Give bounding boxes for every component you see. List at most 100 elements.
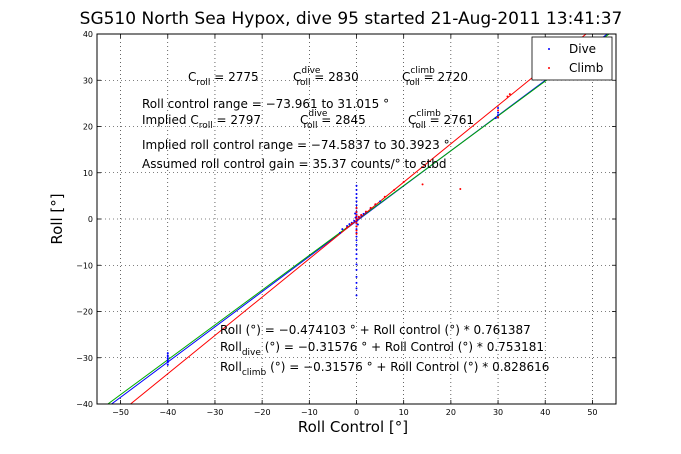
annotation-fit-dive: Rolldive (°) = −0.31576 ° + Roll Control… bbox=[220, 340, 544, 358]
x-tick-label: 10 bbox=[399, 408, 409, 417]
data-point bbox=[355, 229, 358, 232]
data-point bbox=[354, 212, 357, 215]
data-point bbox=[346, 224, 349, 227]
annotation-fit-all: Roll (°) = −0.474103 ° + Roll control (°… bbox=[220, 323, 531, 337]
data-point bbox=[355, 248, 358, 251]
data-point bbox=[402, 181, 405, 183]
data-point bbox=[338, 231, 341, 234]
data-point bbox=[166, 357, 169, 360]
chart-title: SG510 North Sea Hypox, dive 95 started 2… bbox=[80, 9, 623, 29]
y-tick-label: 20 bbox=[83, 123, 93, 132]
data-point bbox=[355, 235, 358, 238]
annotation-implied-croll-climb: Cclimb roll = 2761 bbox=[408, 109, 474, 131]
data-point bbox=[497, 113, 500, 116]
data-point bbox=[166, 354, 169, 357]
data-point bbox=[355, 222, 358, 225]
y-axis-label: Roll [°] bbox=[48, 193, 66, 244]
y-tick-label: −20 bbox=[76, 308, 93, 317]
data-point bbox=[355, 257, 358, 260]
data-point bbox=[497, 109, 500, 112]
data-point bbox=[355, 184, 358, 187]
legend-marker-climb bbox=[548, 67, 550, 69]
data-point bbox=[357, 215, 360, 218]
data-point bbox=[166, 352, 169, 355]
y-tick-label: 0 bbox=[88, 215, 93, 224]
data-point bbox=[355, 219, 358, 222]
x-tick-label: 50 bbox=[587, 408, 597, 417]
y-axis-ticks: −40 −30 −20 −10 0 10 20 30 40 bbox=[76, 30, 616, 409]
data-point bbox=[393, 188, 396, 191]
x-axis-ticks: −50 −40 −30 −20 −10 0 10 20 30 40 50 bbox=[112, 34, 598, 417]
data-point bbox=[360, 213, 363, 216]
data-point bbox=[355, 294, 358, 297]
data-point bbox=[355, 287, 358, 290]
annotation-croll-dive: Cdive roll = 2830 bbox=[293, 66, 359, 88]
data-point bbox=[421, 183, 424, 186]
data-point bbox=[355, 228, 358, 231]
legend-label-dive: Dive bbox=[569, 42, 596, 56]
data-point bbox=[355, 225, 358, 228]
data-point bbox=[355, 193, 358, 196]
data-point bbox=[166, 355, 169, 358]
data-point bbox=[355, 214, 358, 217]
data-point bbox=[355, 211, 358, 214]
data-point bbox=[379, 200, 382, 203]
y-tick-label: 30 bbox=[83, 76, 93, 85]
data-point bbox=[353, 219, 356, 222]
x-tick-label: 30 bbox=[493, 408, 503, 417]
data-point bbox=[355, 281, 358, 284]
data-point bbox=[355, 263, 358, 266]
annotation-fit-climb: Rollclimb (°) = −0.31576 ° + Roll Contro… bbox=[220, 360, 549, 378]
data-point bbox=[355, 232, 358, 235]
y-tick-label: 10 bbox=[83, 169, 93, 178]
x-tick-label: −20 bbox=[254, 408, 271, 417]
y-tick-label: −10 bbox=[76, 261, 93, 270]
x-tick-label: 20 bbox=[446, 408, 456, 417]
annotations: Croll = 2775 Cdive roll = 2830 Cclimb roll… bbox=[142, 66, 549, 378]
data-point bbox=[166, 363, 169, 366]
data-point bbox=[508, 93, 511, 96]
data-point bbox=[348, 223, 351, 226]
data-point bbox=[506, 95, 509, 98]
data-point bbox=[369, 206, 372, 209]
x-tick-label: −30 bbox=[207, 408, 224, 417]
y-tick-label: 40 bbox=[83, 30, 93, 39]
legend: Dive Climb bbox=[531, 36, 613, 81]
data-point bbox=[383, 195, 386, 198]
data-point bbox=[459, 187, 462, 190]
data-point bbox=[355, 268, 358, 271]
data-point bbox=[355, 204, 358, 207]
data-point bbox=[355, 206, 358, 209]
legend-label-climb: Climb bbox=[569, 61, 603, 75]
data-point bbox=[346, 226, 349, 229]
x-tick-label: −40 bbox=[159, 408, 176, 417]
y-tick-label: −40 bbox=[76, 400, 93, 409]
data-point bbox=[356, 223, 359, 226]
data-point bbox=[355, 188, 358, 191]
data-points bbox=[166, 93, 511, 366]
x-tick-label: 0 bbox=[354, 408, 359, 417]
data-point bbox=[494, 117, 497, 120]
data-point bbox=[374, 203, 377, 206]
legend-box bbox=[531, 36, 613, 81]
data-point bbox=[341, 228, 344, 231]
data-point bbox=[497, 111, 500, 114]
data-point bbox=[355, 200, 358, 203]
legend-marker-dive bbox=[548, 48, 550, 50]
x-tick-label: 40 bbox=[540, 408, 550, 417]
y-tick-label: −30 bbox=[76, 354, 93, 363]
annotation-implied-croll: Implied Croll = 2797 bbox=[142, 113, 261, 131]
data-point bbox=[364, 210, 367, 213]
data-point bbox=[362, 212, 365, 215]
data-point bbox=[166, 360, 169, 363]
annotation-croll-climb: Cclimb roll = 2720 bbox=[402, 66, 468, 88]
x-tick-label: −50 bbox=[112, 408, 129, 417]
annotation-gain: Assumed roll control gain = 35.37 counts… bbox=[142, 157, 447, 171]
annotation-implied-range: Implied roll control range = −74.5837 to… bbox=[142, 138, 450, 152]
annotation-roll-control-range: Roll control range = −73.961 to 31.015 ° bbox=[142, 97, 389, 111]
data-point bbox=[497, 116, 500, 119]
data-point bbox=[355, 253, 358, 256]
annotation-implied-croll-dive: Cdive roll = 2845 bbox=[300, 109, 366, 131]
x-tick-label: −10 bbox=[301, 408, 318, 417]
